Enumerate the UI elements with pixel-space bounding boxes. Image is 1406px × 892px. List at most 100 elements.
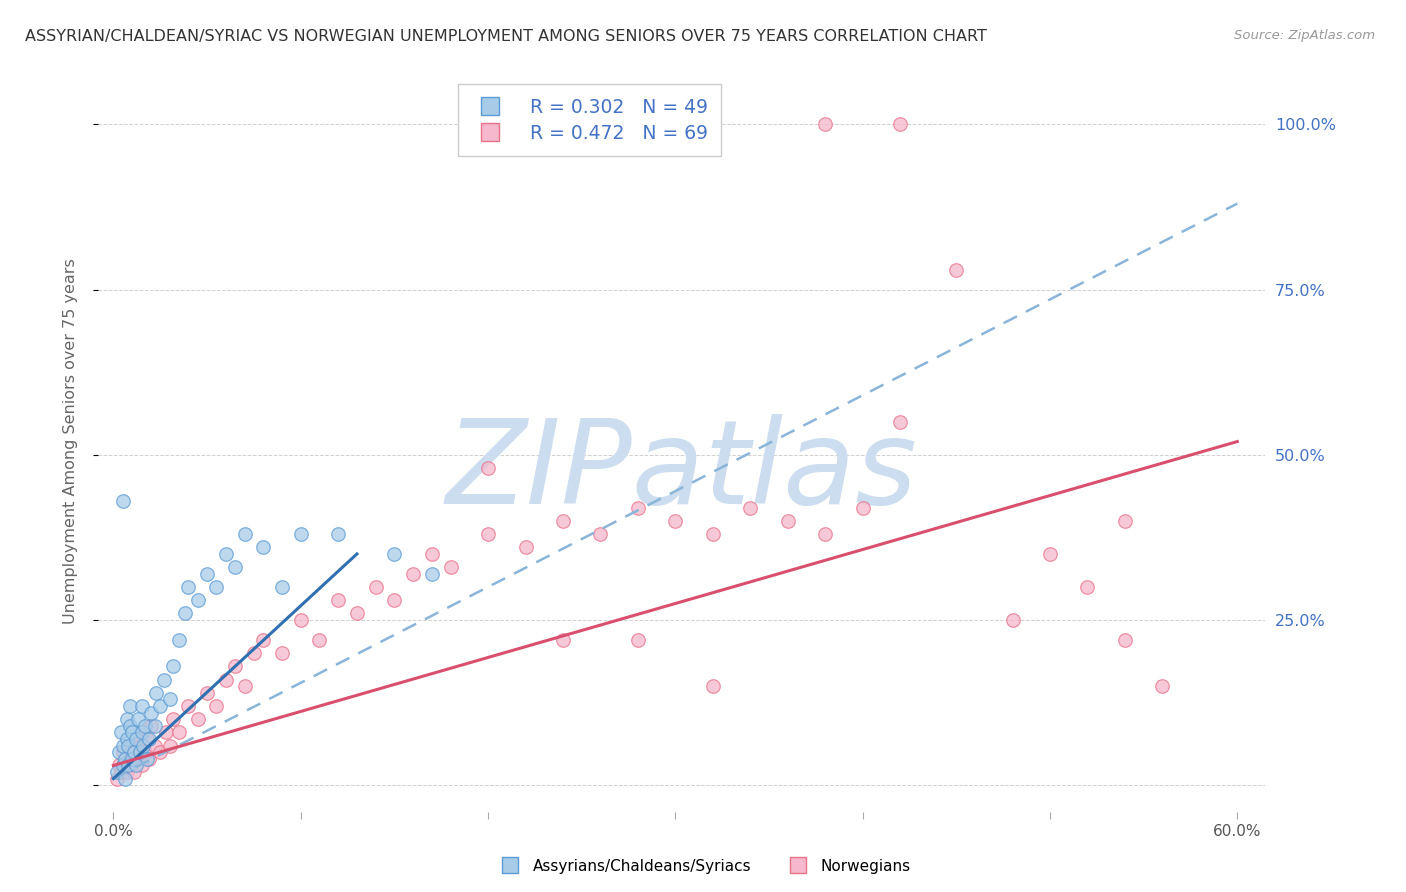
Point [128, 745, 150, 759]
Point [328, 593, 350, 607]
Point [233, 527, 256, 541]
Point [627, 632, 650, 647]
Point [664, 514, 686, 528]
Point [346, 607, 368, 621]
Point [108, 745, 131, 759]
Point [131, 698, 153, 713]
Point [382, 593, 405, 607]
Point [149, 698, 172, 713]
Point [159, 692, 181, 706]
Point [167, 632, 190, 647]
Point [173, 607, 195, 621]
Point [111, 739, 134, 753]
Point [1039, 547, 1062, 561]
Point [589, 527, 612, 541]
Text: ZIPatlas: ZIPatlas [446, 414, 918, 528]
Point [205, 580, 228, 594]
Point [117, 739, 139, 753]
Point [271, 580, 294, 594]
Point [167, 725, 190, 739]
Point [195, 686, 218, 700]
Point [477, 461, 499, 475]
Point [889, 117, 911, 131]
Y-axis label: Unemployment Among Seniors over 75 years: Unemployment Among Seniors over 75 years [63, 259, 77, 624]
Point [121, 752, 143, 766]
Point [122, 745, 145, 759]
Point [131, 758, 153, 772]
Point [945, 262, 967, 277]
Point [852, 500, 875, 515]
Point [364, 580, 387, 594]
Point [117, 739, 139, 753]
Point [187, 593, 209, 607]
Point [205, 698, 228, 713]
Point [120, 758, 142, 772]
Point [177, 580, 200, 594]
Point [233, 679, 256, 693]
Point [111, 745, 134, 759]
Point [136, 752, 159, 766]
Point [153, 673, 176, 687]
Point [111, 494, 134, 508]
Point [143, 739, 166, 753]
Point [155, 725, 177, 739]
Point [702, 527, 724, 541]
Point [252, 541, 274, 555]
Point [111, 758, 134, 772]
Point [110, 725, 132, 739]
Point [243, 646, 266, 660]
Point [439, 560, 461, 574]
Point [115, 712, 138, 726]
Point [159, 739, 181, 753]
Point [120, 719, 142, 733]
Point [814, 527, 837, 541]
Point [402, 566, 425, 581]
Point [136, 731, 159, 746]
Point [121, 745, 143, 759]
Point [515, 541, 537, 555]
Point [814, 117, 837, 131]
Point [115, 731, 138, 746]
Point [382, 547, 405, 561]
Point [162, 712, 184, 726]
Point [139, 706, 162, 720]
Point [125, 758, 148, 772]
Point [224, 560, 246, 574]
Point [328, 527, 350, 541]
Text: Source: ZipAtlas.com: Source: ZipAtlas.com [1234, 29, 1375, 42]
Point [115, 765, 138, 780]
Text: ASSYRIAN/CHALDEAN/SYRIAC VS NORWEGIAN UNEMPLOYMENT AMONG SENIORS OVER 75 YEARS C: ASSYRIAN/CHALDEAN/SYRIAC VS NORWEGIAN UN… [25, 29, 987, 44]
Point [145, 686, 167, 700]
Point [125, 731, 148, 746]
Point [551, 514, 574, 528]
Point [117, 758, 139, 772]
Point [138, 752, 160, 766]
Point [105, 772, 128, 786]
Point [162, 659, 184, 673]
Point [143, 719, 166, 733]
Point [134, 745, 156, 759]
Point [420, 547, 443, 561]
Point [308, 632, 330, 647]
Point [195, 566, 218, 581]
Point [127, 752, 149, 766]
Point [114, 772, 136, 786]
Point [105, 765, 128, 780]
Point [1114, 514, 1136, 528]
Point [128, 739, 150, 753]
Point [149, 745, 172, 759]
Point [1001, 613, 1024, 627]
Point [1076, 580, 1098, 594]
Point [122, 765, 145, 780]
Legend:   R = 0.302   N = 49,   R = 0.472   N = 69: R = 0.302 N = 49, R = 0.472 N = 69 [458, 85, 721, 156]
Point [138, 731, 160, 746]
Point [1114, 632, 1136, 647]
Legend: Assyrians/Chaldeans/Syriacs, Norwegians: Assyrians/Chaldeans/Syriacs, Norwegians [489, 853, 917, 880]
Point [125, 731, 148, 746]
Point [252, 632, 274, 647]
Point [477, 527, 499, 541]
Point [215, 673, 238, 687]
Point [127, 712, 149, 726]
Point [132, 725, 155, 739]
Point [114, 752, 136, 766]
